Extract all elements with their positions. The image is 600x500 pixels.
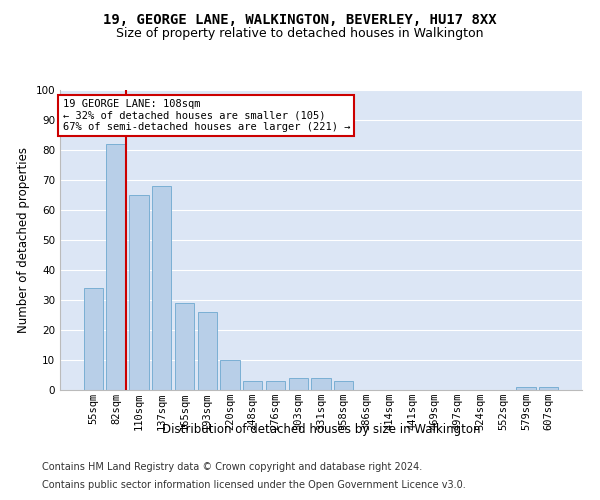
Text: Size of property relative to detached houses in Walkington: Size of property relative to detached ho…: [116, 28, 484, 40]
Bar: [220, 360, 239, 390]
Bar: [289, 378, 308, 390]
Text: Contains public sector information licensed under the Open Government Licence v3: Contains public sector information licen…: [42, 480, 466, 490]
Bar: [84, 288, 103, 390]
Text: Contains HM Land Registry data © Crown copyright and database right 2024.: Contains HM Land Registry data © Crown c…: [42, 462, 422, 472]
Y-axis label: Number of detached properties: Number of detached properties: [17, 147, 30, 333]
Bar: [539, 387, 558, 390]
Bar: [106, 144, 126, 390]
Text: 19 GEORGE LANE: 108sqm
← 32% of detached houses are smaller (105)
67% of semi-de: 19 GEORGE LANE: 108sqm ← 32% of detached…: [62, 99, 350, 132]
Text: Distribution of detached houses by size in Walkington: Distribution of detached houses by size …: [162, 422, 480, 436]
Bar: [175, 303, 194, 390]
Bar: [516, 387, 536, 390]
Bar: [243, 381, 262, 390]
Bar: [129, 195, 149, 390]
Bar: [152, 186, 172, 390]
Bar: [266, 381, 285, 390]
Bar: [197, 312, 217, 390]
Bar: [334, 381, 353, 390]
Bar: [311, 378, 331, 390]
Text: 19, GEORGE LANE, WALKINGTON, BEVERLEY, HU17 8XX: 19, GEORGE LANE, WALKINGTON, BEVERLEY, H…: [103, 12, 497, 26]
